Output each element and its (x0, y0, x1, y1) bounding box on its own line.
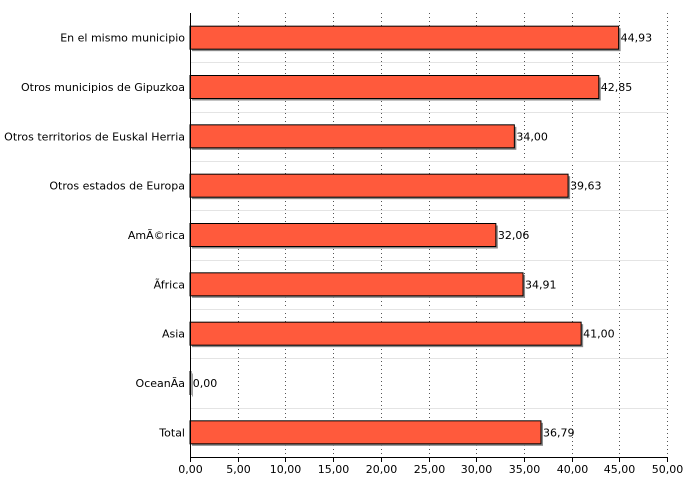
bar-value-label: 44,93 (621, 32, 653, 45)
category-label: Total (158, 426, 185, 439)
x-tick-label: 5,00 (226, 463, 251, 476)
category-label: Otros estados de Europa (49, 180, 185, 193)
x-tick-label: 25,00 (414, 463, 446, 476)
x-tick-label: 35,00 (509, 463, 541, 476)
bar-value-label: 39,63 (570, 180, 602, 193)
bar (189, 420, 542, 445)
x-tick-label: 10,00 (270, 463, 302, 476)
category-label: Otros municipios de Gipuzkoa (21, 81, 185, 94)
category-label: AmÃ©rica (128, 229, 185, 242)
axes (190, 13, 668, 462)
category-label: Asia (162, 328, 185, 341)
x-tick-label: 30,00 (461, 463, 493, 476)
x-tick-label: 0,00 (178, 463, 203, 476)
bar-value-label: 36,79 (543, 426, 575, 439)
bar-value-label: 42,85 (601, 81, 633, 94)
x-tick-label: 50,00 (652, 463, 684, 476)
category-label: Otros territorios de Euskal Herria (4, 130, 185, 143)
category-label: OceanÃ­a (136, 377, 185, 390)
bar (189, 272, 524, 297)
x-tick-label: 45,00 (604, 463, 636, 476)
bar (189, 124, 515, 149)
bar-value-label: 41,00 (583, 328, 615, 341)
category-label: Ãfrica (154, 278, 185, 291)
bar-value-label: 0,00 (193, 377, 218, 390)
labels: 0,00 5,00 10,00 15,00 20,00 25,00 30,00 35,00 40… (4, 32, 683, 476)
bar-value-label: 34,91 (525, 278, 557, 291)
grid-lines (190, 13, 668, 457)
bar-value-label: 34,00 (516, 130, 548, 143)
bars (189, 25, 621, 446)
bar-value-label: 32,06 (498, 229, 530, 242)
bar (189, 25, 620, 50)
x-tick-label: 15,00 (318, 463, 350, 476)
x-tick-label: 40,00 (557, 463, 589, 476)
bar (189, 75, 600, 99)
bar (189, 173, 569, 198)
bar (189, 321, 582, 346)
x-tick-label: 20,00 (366, 463, 398, 476)
bar (189, 223, 497, 247)
bar-shadow (192, 373, 193, 397)
category-label: En el mismo municipio (60, 32, 185, 45)
